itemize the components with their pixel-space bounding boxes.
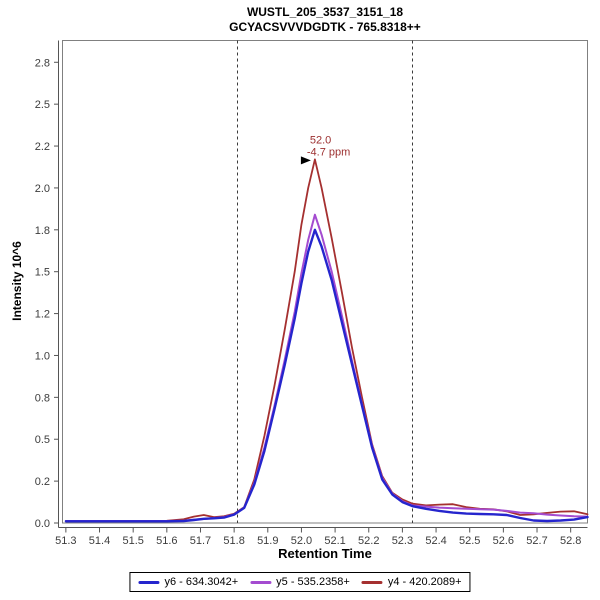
x-tick-label: 51.3 bbox=[55, 535, 76, 547]
x-tick-label: 51.6 bbox=[156, 535, 177, 547]
y-tick-label: 0.0 bbox=[35, 518, 50, 530]
legend-label-y6: y6 - 634.3042+ bbox=[164, 576, 239, 588]
series-line-swatch-y4 bbox=[361, 580, 383, 584]
peak-ppm-annotation: -4.7 ppm bbox=[307, 146, 350, 158]
x-tick-label: 51.4 bbox=[89, 535, 110, 547]
x-tick-label: 51.9 bbox=[257, 535, 278, 547]
x-tick-label: 52.8 bbox=[560, 535, 581, 547]
x-tick-label: 52.5 bbox=[459, 535, 480, 547]
y-tick-label: 0.8 bbox=[35, 392, 50, 404]
x-tick-label: 52.4 bbox=[425, 535, 446, 547]
x-tick-label: 51.5 bbox=[122, 535, 143, 547]
legend: y6 - 634.3042+ y5 - 535.2358+ y4 - 420.2… bbox=[129, 572, 471, 592]
chart-title-line2: GCYACSVVVDGDTK - 765.8318++ bbox=[229, 20, 421, 34]
y-tick-label: 0.5 bbox=[35, 434, 50, 446]
legend-item-y6: y6 - 634.3042+ bbox=[138, 576, 238, 588]
x-tick-label: 51.7 bbox=[190, 535, 211, 547]
plot-area[interactable] bbox=[62, 40, 588, 524]
x-tick-label: 51.8 bbox=[223, 535, 244, 547]
chart-title-line1: WUSTL_205_3537_3151_18 bbox=[246, 5, 404, 19]
x-tick-label: 52.0 bbox=[291, 535, 312, 547]
legend-label-y5: y5 - 535.2358+ bbox=[276, 576, 350, 588]
x-axis-label: Retention Time bbox=[278, 546, 372, 561]
x-tick-label: 52.1 bbox=[324, 535, 345, 547]
series-line-swatch-y5 bbox=[250, 580, 272, 584]
chromatogram-curve-y6[interactable] bbox=[64, 228, 589, 523]
x-tick-label: 52.6 bbox=[493, 535, 514, 547]
y-tick-label: 1.8 bbox=[35, 225, 50, 237]
x-tick-label: 52.7 bbox=[526, 535, 547, 547]
x-tick-label: 52.2 bbox=[358, 535, 379, 547]
y-axis-label: Intensity 10^6 bbox=[10, 241, 24, 321]
series-line-swatch-y6 bbox=[138, 580, 160, 584]
y-tick-label: 1.2 bbox=[35, 309, 50, 321]
y-tick-label: 2.5 bbox=[35, 99, 50, 111]
legend-item-y5: y5 - 535.2358+ bbox=[250, 576, 350, 588]
legend-item-y4: y4 - 420.2089+ bbox=[361, 576, 462, 588]
y-tick-label: 2.8 bbox=[35, 57, 50, 69]
legend-label-y4: y4 - 420.2089+ bbox=[387, 576, 462, 588]
peak-rt-annotation: 52.0 bbox=[310, 134, 331, 146]
y-tick-label: 1.0 bbox=[35, 350, 50, 362]
chart-title-block: WUSTL_205_3537_3151_18 GCYACSVVVDGDTK - … bbox=[25, 5, 600, 35]
y-tick-label: 1.5 bbox=[35, 267, 50, 279]
y-tick-label: 2.2 bbox=[35, 141, 50, 153]
y-tick-label: 0.2 bbox=[35, 476, 50, 488]
x-tick-label: 52.3 bbox=[392, 535, 413, 547]
peak-apex-arrow-icon bbox=[300, 156, 311, 165]
y-tick-label: 2.0 bbox=[35, 183, 50, 195]
